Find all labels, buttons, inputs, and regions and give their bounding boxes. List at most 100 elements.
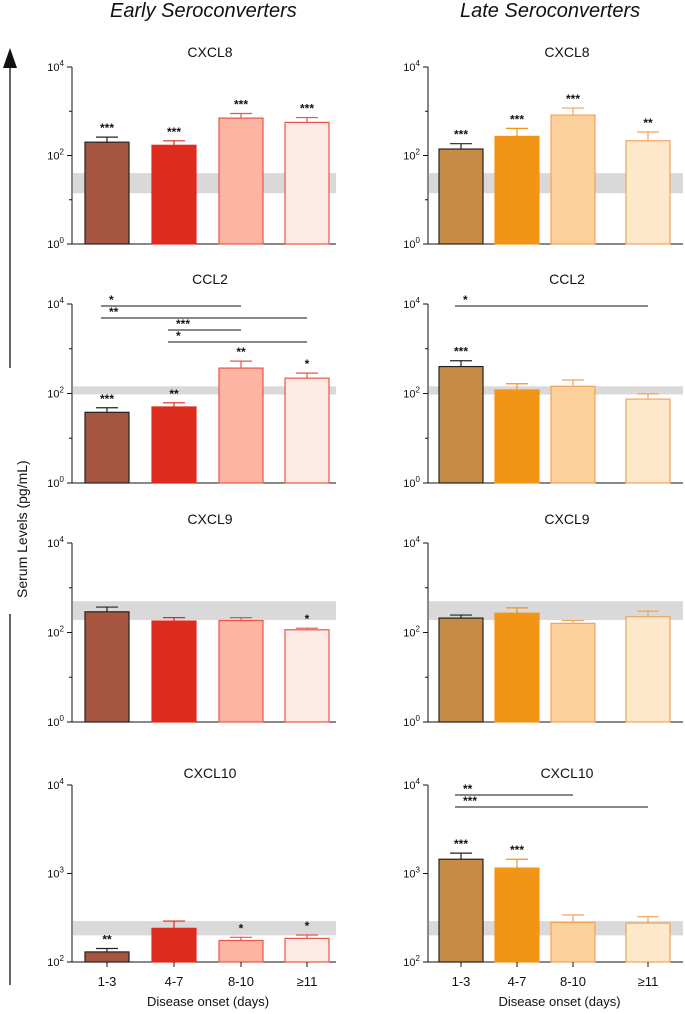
panel-title: CCL2 <box>549 271 585 287</box>
bar <box>151 144 197 245</box>
y-tick-label: 102 <box>403 386 420 401</box>
bar <box>84 141 130 245</box>
bar <box>494 389 540 484</box>
bar <box>625 922 671 963</box>
significance-stars: *** <box>100 392 114 406</box>
significance-stars: *** <box>300 102 314 116</box>
reference-range-band <box>73 173 336 194</box>
y-tick-label: 100 <box>47 236 64 251</box>
significance-stars: ** <box>236 345 246 359</box>
x-axis-label: Disease onset (days) <box>498 994 620 1009</box>
bar <box>550 114 596 245</box>
bar <box>625 616 671 723</box>
x-tick-label: 1-3 <box>98 974 117 989</box>
x-axis-label: Disease onset (days) <box>147 994 269 1009</box>
y-tick-label: 102 <box>47 148 64 163</box>
significance-stars: * <box>305 357 310 371</box>
y-tick-label: 104 <box>403 59 420 74</box>
comparison-stars: ** <box>109 305 119 319</box>
significance-stars: *** <box>454 345 468 359</box>
y-tick-label: 103 <box>47 866 64 881</box>
significance-stars: ** <box>169 387 179 401</box>
panel-title: CXCL10 <box>184 765 237 781</box>
panel-title: CXCL8 <box>187 44 232 60</box>
bar <box>218 619 264 723</box>
significance-stars: * <box>305 919 310 933</box>
x-tick-label: 1-3 <box>452 974 471 989</box>
significance-stars: *** <box>454 128 468 142</box>
x-tick-label: ≥11 <box>638 974 659 989</box>
y-tick-label: 100 <box>403 236 420 251</box>
bar <box>218 939 264 963</box>
comparison-stars: * <box>463 293 468 307</box>
reference-range-band <box>73 386 336 395</box>
bar <box>218 117 264 245</box>
significance-stars: * <box>239 921 244 935</box>
bar <box>625 140 671 245</box>
x-tick-label: ≥11 <box>297 974 318 989</box>
y-tick-label: 104 <box>403 777 420 792</box>
y-tick-label: 104 <box>403 296 420 311</box>
bar <box>84 951 130 963</box>
column-title-early: Early Seroconverters <box>110 0 297 22</box>
y-tick-label: 104 <box>403 535 420 550</box>
y-tick-label: 103 <box>403 866 420 881</box>
y-tick-label: 104 <box>47 535 64 550</box>
reference-range-band <box>429 601 683 621</box>
y-tick-label: 104 <box>47 296 64 311</box>
panel-title: CXCL9 <box>187 511 232 527</box>
bar <box>284 377 330 484</box>
bar <box>151 927 197 963</box>
y-tick-label: 100 <box>403 714 420 729</box>
bar <box>218 367 264 484</box>
bar <box>284 937 330 963</box>
bar <box>84 611 130 723</box>
significance-stars: *** <box>566 92 580 106</box>
significance-stars: *** <box>454 837 468 851</box>
y-tick-label: 102 <box>403 625 420 640</box>
bar <box>550 385 596 484</box>
bar <box>438 617 484 723</box>
bar <box>438 148 484 245</box>
significance-stars: *** <box>100 121 114 135</box>
significance-stars: *** <box>167 125 181 139</box>
significance-stars: *** <box>510 843 524 857</box>
comparison-stars: *** <box>176 317 190 331</box>
x-tick-label: 8-10 <box>560 974 586 989</box>
y-tick-label: 102 <box>47 386 64 401</box>
y-tick-label: 102 <box>47 625 64 640</box>
bar <box>438 365 484 484</box>
bar <box>494 867 540 963</box>
y-tick-label: 104 <box>47 59 64 74</box>
panel-title: CXCL8 <box>544 44 589 60</box>
significance-stars: *** <box>234 97 248 111</box>
comparison-stars: *** <box>463 794 477 808</box>
bar <box>494 612 540 723</box>
y-tick-label: 102 <box>403 954 420 969</box>
y-tick-label: 102 <box>47 954 64 969</box>
comparison-stars: * <box>176 329 181 343</box>
panel-title: CXCL9 <box>544 511 589 527</box>
significance-stars: *** <box>510 112 524 126</box>
bar <box>494 135 540 245</box>
bar <box>84 411 130 484</box>
x-tick-label: 4-7 <box>508 974 527 989</box>
bar <box>284 121 330 245</box>
x-tick-label: 4-7 <box>165 974 184 989</box>
comparison-stars: ** <box>463 782 473 796</box>
y-tick-label: 102 <box>403 148 420 163</box>
x-tick-label: 8-10 <box>228 974 254 989</box>
y-tick-label: 100 <box>47 714 64 729</box>
comparison-stars: * <box>109 293 114 307</box>
significance-stars: ** <box>102 933 112 947</box>
bar <box>625 398 671 484</box>
bar <box>151 620 197 723</box>
panel-title: CXCL10 <box>541 765 594 781</box>
y-tick-label: 104 <box>47 777 64 792</box>
y-tick-label: 100 <box>47 475 64 490</box>
y-arrow-head <box>3 48 17 68</box>
panel-title: CCL2 <box>192 271 228 287</box>
significance-stars: ** <box>643 116 653 130</box>
bar <box>438 858 484 963</box>
